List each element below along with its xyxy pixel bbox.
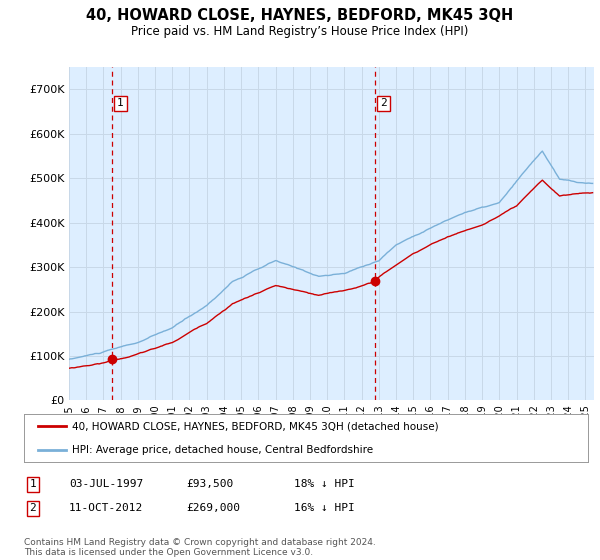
- Text: 1: 1: [117, 99, 124, 108]
- Text: 40, HOWARD CLOSE, HAYNES, BEDFORD, MK45 3QH: 40, HOWARD CLOSE, HAYNES, BEDFORD, MK45 …: [86, 8, 514, 24]
- Text: 03-JUL-1997: 03-JUL-1997: [69, 479, 143, 489]
- Text: 2: 2: [380, 99, 387, 108]
- Text: 1: 1: [29, 479, 37, 489]
- Text: £93,500: £93,500: [186, 479, 233, 489]
- Text: HPI: Average price, detached house, Central Bedfordshire: HPI: Average price, detached house, Cent…: [72, 445, 373, 455]
- Text: Contains HM Land Registry data © Crown copyright and database right 2024.
This d: Contains HM Land Registry data © Crown c…: [24, 538, 376, 557]
- Text: Price paid vs. HM Land Registry’s House Price Index (HPI): Price paid vs. HM Land Registry’s House …: [131, 25, 469, 38]
- Text: 18% ↓ HPI: 18% ↓ HPI: [294, 479, 355, 489]
- Text: 40, HOWARD CLOSE, HAYNES, BEDFORD, MK45 3QH (detached house): 40, HOWARD CLOSE, HAYNES, BEDFORD, MK45 …: [72, 421, 439, 431]
- Text: 2: 2: [29, 503, 37, 514]
- Text: £269,000: £269,000: [186, 503, 240, 514]
- Text: 11-OCT-2012: 11-OCT-2012: [69, 503, 143, 514]
- Text: 16% ↓ HPI: 16% ↓ HPI: [294, 503, 355, 514]
